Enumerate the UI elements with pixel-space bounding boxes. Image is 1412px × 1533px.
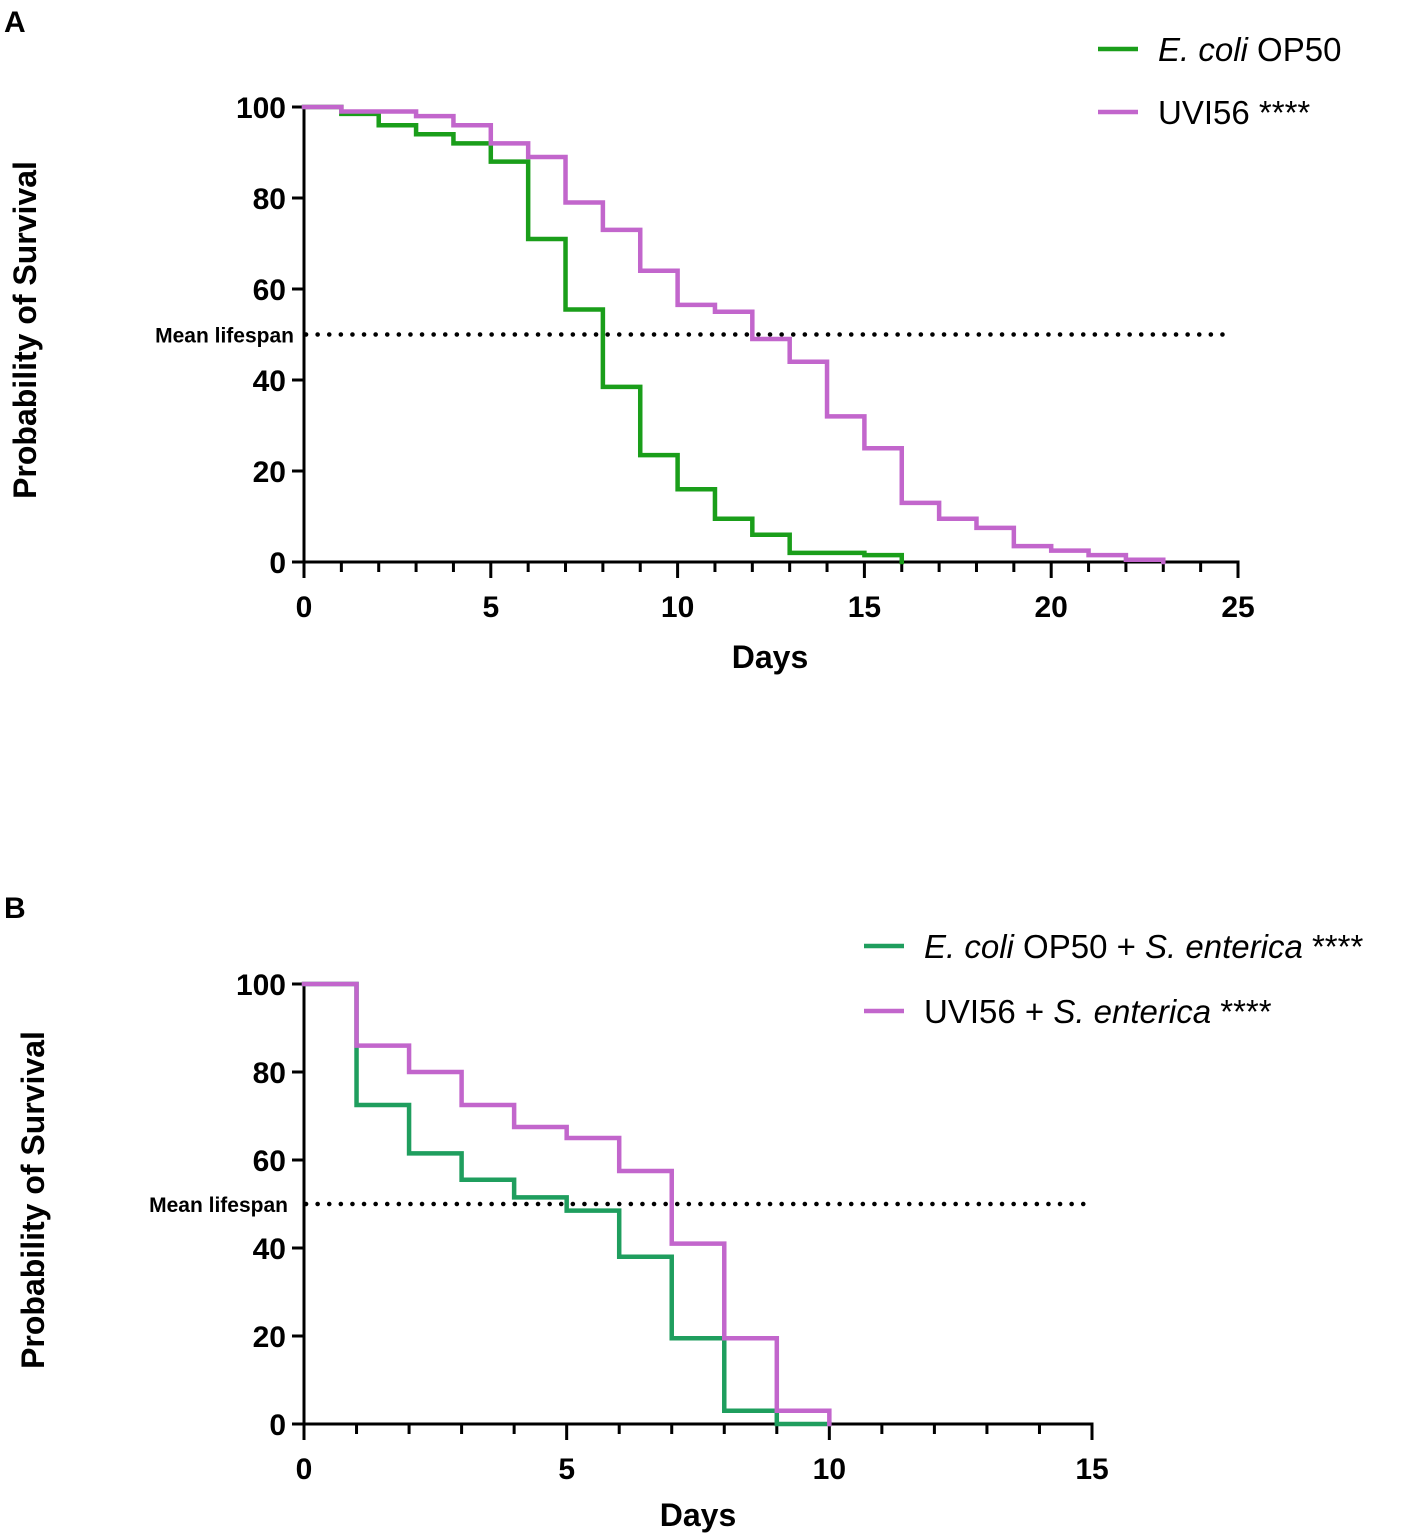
legend-label: E. coli OP50 <box>1158 31 1341 68</box>
survival-curve-1 <box>301 981 832 1427</box>
x-tick-label: 10 <box>813 1453 846 1486</box>
legend-label-part: OP50 + <box>1014 928 1145 965</box>
y-tick-label: 40 <box>253 365 286 398</box>
legend-label-part: UVI56 + <box>924 993 1053 1030</box>
y-tick-label: 60 <box>253 274 286 307</box>
legend-label: UVI56 + S. enterica **** <box>924 993 1272 1030</box>
y-axis-title: Probability of Survival <box>7 161 43 499</box>
x-tick-label: 20 <box>1035 591 1068 624</box>
mean-lifespan-label: Mean lifespan <box>155 325 294 348</box>
legend-label-part: **** <box>1211 993 1272 1030</box>
x-tick-label: 15 <box>848 591 881 624</box>
panel-b: B 0 20 40 60 80 100 0 5 10 15 Days Probability of Su… <box>4 892 1363 1533</box>
legend-label-part: S. enterica <box>1053 993 1211 1030</box>
legend-label-part: E. coli <box>924 928 1016 965</box>
legend-label-part: S. enterica <box>1145 928 1303 965</box>
legend-label-part: UVI56 **** <box>1158 94 1310 131</box>
x-axis-title: Days <box>732 639 809 675</box>
panel-a: A 0 20 40 60 80 100 0 5 10 15 20 25 Days Probability o… <box>4 6 1341 675</box>
y-tick-label: 60 <box>253 1145 286 1178</box>
legend-label: E. coli OP50 + S. enterica **** <box>924 928 1363 965</box>
legend-label-part: OP50 <box>1248 31 1342 68</box>
survival-curve-2 <box>301 981 832 1427</box>
x-axis-title: Days <box>660 1497 737 1533</box>
y-tick-label: 100 <box>236 92 286 125</box>
legend-label-part: E. coli <box>1158 31 1250 68</box>
y-axis-title: Probability of Survival <box>15 1031 51 1369</box>
mean-lifespan-label: Mean lifespan <box>149 1194 288 1217</box>
y-tick-label: 0 <box>269 1409 286 1442</box>
legend-label-part: **** <box>1303 928 1364 965</box>
panel-label: A <box>4 6 26 39</box>
panel-label: B <box>4 892 26 925</box>
x-tick-label: 25 <box>1221 591 1254 624</box>
y-tick-label: 100 <box>236 969 286 1002</box>
x-tick-label: 0 <box>296 591 313 624</box>
x-tick-label: 5 <box>558 1453 575 1486</box>
y-tick-label: 20 <box>253 456 286 489</box>
y-tick-label: 20 <box>253 1321 286 1354</box>
y-tick-label: 40 <box>253 1233 286 1266</box>
legend-label: UVI56 **** <box>1158 94 1310 131</box>
y-tick-label: 80 <box>253 183 286 216</box>
survival-curve-2 <box>301 104 1166 565</box>
y-tick-label: 0 <box>269 547 286 580</box>
x-tick-label: 15 <box>1075 1453 1108 1486</box>
x-tick-label: 0 <box>296 1453 313 1486</box>
x-tick-label: 5 <box>482 591 499 624</box>
y-tick-label: 80 <box>253 1057 286 1090</box>
survival-curve-1 <box>301 104 905 565</box>
x-tick-label: 10 <box>661 591 694 624</box>
